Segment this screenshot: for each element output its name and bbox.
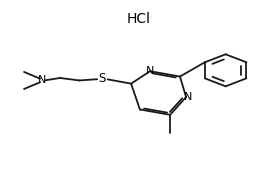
Text: HCl: HCl <box>127 12 151 26</box>
Text: S: S <box>98 72 106 85</box>
Text: N: N <box>38 75 46 85</box>
Text: N: N <box>184 92 193 102</box>
Text: N: N <box>146 66 154 76</box>
